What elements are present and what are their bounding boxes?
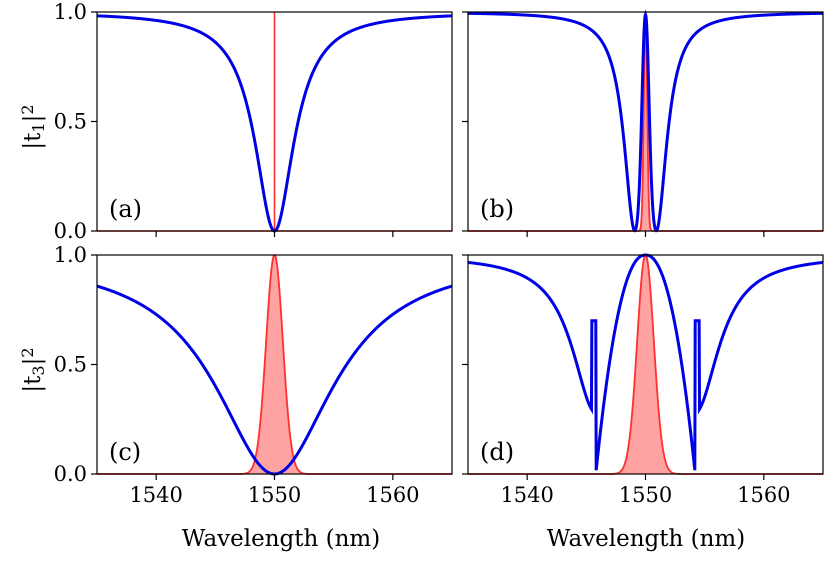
ylabel-top: |t1|2: [18, 104, 48, 149]
panel-1: 0.0 0.5 1.0 (a): [54, 0, 453, 243]
panel-2: (b): [462, 9, 824, 237]
panel-label: (c): [109, 438, 141, 466]
xlabel-right: Wavelength (nm): [547, 526, 745, 552]
x-tick-label: 1550: [619, 483, 672, 507]
panel-label: (d): [480, 438, 514, 466]
x-tick-label: 1550: [248, 483, 301, 507]
x-tick-label: 1540: [500, 483, 553, 507]
panel-label: (b): [480, 195, 514, 223]
ylabel-bottom: |t3|2: [18, 347, 48, 392]
y-tick-label: 1.0: [54, 0, 87, 24]
y-tick-label: 0.5: [54, 110, 87, 134]
y-tick-label: 0.0: [54, 462, 87, 486]
panel-label: (a): [109, 195, 142, 223]
pulse-fill: [97, 255, 452, 474]
pulse-fill: [468, 255, 823, 474]
pulse-fill: [468, 12, 823, 231]
transmission-line: [467, 9, 824, 233]
y-tick-label: 1.0: [54, 243, 87, 267]
xlabel-left: Wavelength (nm): [182, 526, 380, 552]
panel-3: 0.0 0.5 1.0 1540 1550 1560 (c): [54, 243, 453, 507]
y-tick-label: 0.0: [54, 219, 87, 243]
x-tick-label: 1560: [737, 483, 790, 507]
panel-4: 1540 1550 1560 (d): [462, 253, 824, 507]
y-tick-label: 0.5: [54, 353, 87, 377]
x-tick-label: 1560: [366, 483, 419, 507]
x-tick-label: 1540: [129, 483, 182, 507]
